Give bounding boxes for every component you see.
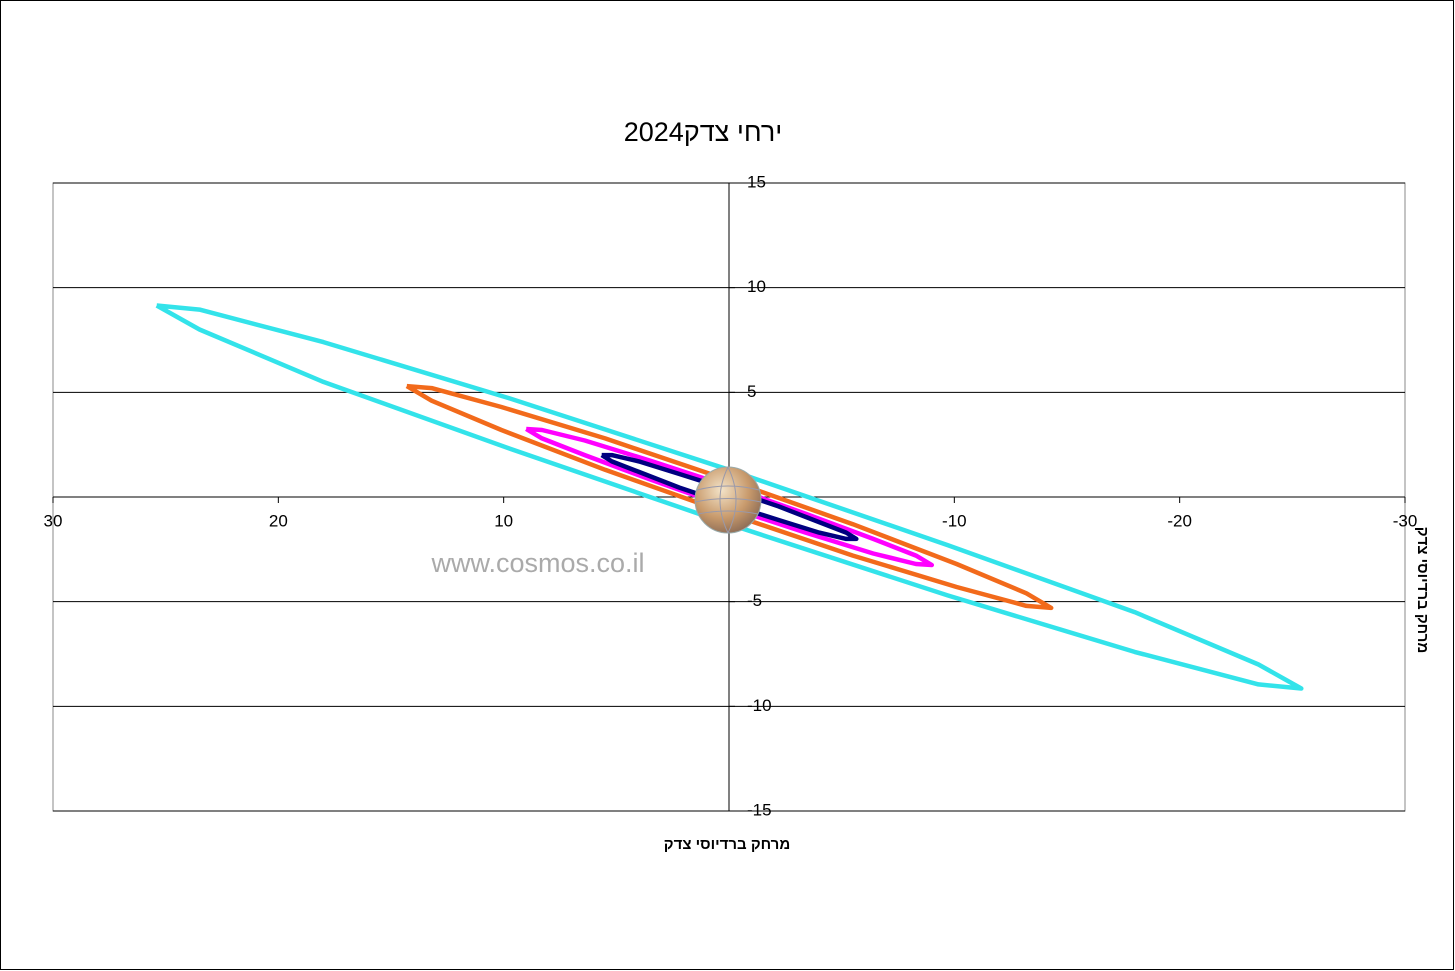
- x-tick-label: -30: [1393, 511, 1418, 530]
- y-tick-label: 10: [747, 277, 766, 296]
- chart: ירחי צדק2024 מרחק ברדיוסי צדק מרחק ברדיו…: [0, 0, 1455, 971]
- x-tick-label: 30: [44, 511, 63, 530]
- y-tick-label: 15: [747, 172, 766, 191]
- planet: [695, 467, 761, 533]
- x-tick-label: 10: [494, 511, 513, 530]
- x-tick-label: -10: [942, 511, 967, 530]
- y-tick-label: -10: [747, 696, 772, 715]
- page: ירחי צדק2024 מרחק ברדיוסי צדק מרחק ברדיו…: [0, 0, 1455, 971]
- chart-title: ירחי צדק2024: [624, 117, 783, 147]
- x-tick-label: -20: [1167, 511, 1192, 530]
- y-axis-title: מרחק ברדיוסי צדק: [1414, 527, 1431, 653]
- x-tick-label: 20: [269, 511, 288, 530]
- watermark: www.cosmos.co.il: [430, 548, 644, 578]
- y-tick-label: 5: [747, 382, 756, 401]
- y-tick-label: -5: [747, 591, 762, 610]
- x-axis-title: מרחק ברדיוסי צדק: [664, 836, 790, 853]
- y-tick-label: -15: [747, 800, 772, 819]
